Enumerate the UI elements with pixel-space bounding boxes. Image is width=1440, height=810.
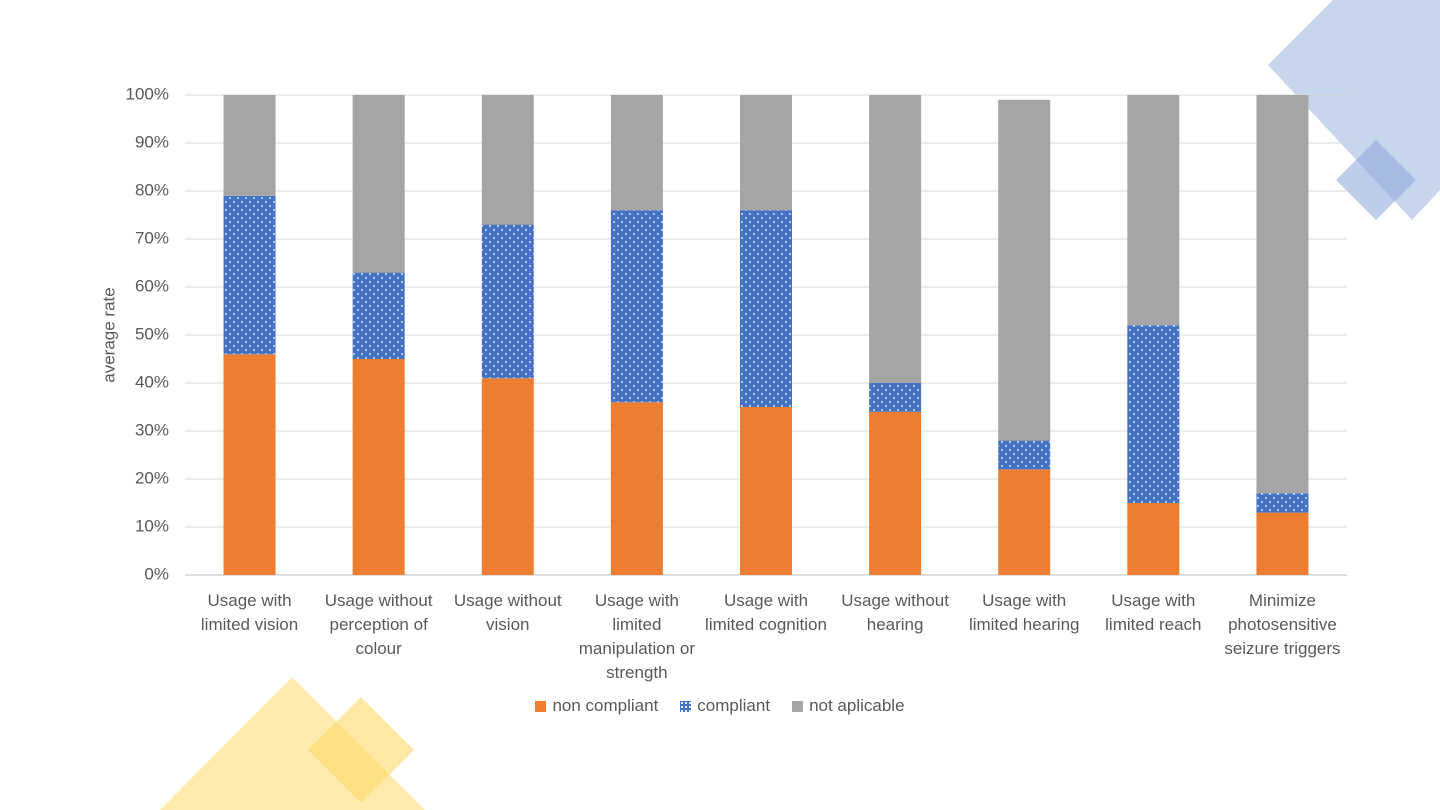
bar-segment [352,272,405,359]
bar-segment [1127,95,1180,326]
bar-segment [1256,95,1309,494]
bar-segment [998,440,1051,470]
y-tick-label: 70% [135,228,169,247]
y-tick-label: 40% [135,372,169,391]
y-tick-label: 100% [126,84,169,103]
bar-segment [869,95,922,383]
bar-segment [610,95,663,211]
bar-segment [481,378,534,575]
y-tick-label: 50% [135,324,169,343]
bar-segment [610,210,663,403]
decoration [1336,140,1416,220]
x-tick-label: Usage without hearing [841,591,949,634]
bar-segment [481,95,534,225]
legend-swatch [680,700,692,712]
bar-segment [223,95,276,196]
x-tick-label: Minimize photosensitive seizure triggers [1224,591,1341,658]
y-tick-label: 60% [135,276,169,295]
y-tick-label: 0% [144,564,169,583]
decoration [308,697,414,803]
y-tick-label: 80% [135,180,169,199]
bar-segment [998,469,1051,575]
bar-segment [869,383,922,412]
y-tick-label: 30% [135,420,169,439]
legend-swatch [792,700,804,712]
legend-label: non compliant [552,696,659,715]
legend-label: compliant [697,696,771,715]
legend-item: compliant [680,696,770,716]
bar-segment [610,402,663,575]
x-tick-label: Usage with limited manipulation or stren… [578,591,695,682]
y-tick-label: 20% [135,468,169,487]
legend: non compliant compliant not aplicable [0,696,1440,716]
y-tick-label: 90% [135,132,169,151]
bar-segment [1256,512,1309,575]
legend-swatch [535,700,547,712]
bar-segment [740,407,792,575]
bar-segment [352,95,405,273]
bar-segment [869,411,922,575]
bar-segment [223,195,276,355]
bar-segment [740,95,792,211]
bar-segment [1127,325,1180,503]
bar-segment [223,354,276,575]
legend-item: non compliant [535,696,658,716]
x-tick-label: Usage with limited vision [200,591,299,634]
bar-segment [998,99,1051,441]
bar-segment [352,359,405,575]
x-tick-label: Usage without perception of colour [324,591,433,658]
y-tick-label: 10% [135,516,169,535]
bar-segment [481,224,534,379]
x-tick-label: Usage without vision [453,591,562,634]
x-tick-label: Usage with limited hearing [968,591,1080,634]
bar-segment [1127,503,1180,575]
y-axis-title: average rate [99,287,118,382]
x-tick-label: Usage with limited cognition [705,591,827,634]
bar-segment [740,210,792,407]
bar-segment [1256,493,1309,513]
legend-item: not aplicable [792,696,905,716]
x-tick-label: Usage with limited reach [1105,591,1202,634]
legend-label: not aplicable [809,696,905,715]
